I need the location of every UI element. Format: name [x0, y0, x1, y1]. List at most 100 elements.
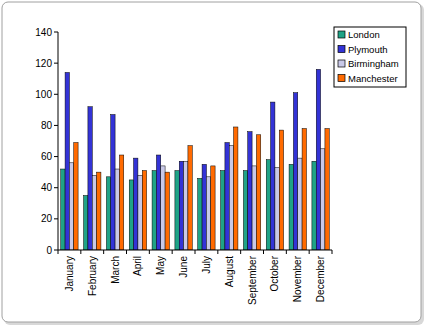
bar — [252, 166, 256, 250]
legend-label: Manchester — [348, 73, 398, 84]
x-tick-label: August — [224, 256, 235, 287]
bar — [175, 171, 179, 250]
bar — [293, 93, 297, 250]
bar — [179, 161, 183, 250]
y-tick-label: 60 — [41, 151, 53, 162]
bar — [302, 129, 306, 250]
bar — [161, 166, 165, 250]
x-tick-label: May — [155, 256, 166, 275]
bar — [211, 166, 215, 250]
x-tick — [263, 250, 264, 254]
x-tick-label: December — [315, 255, 326, 302]
bar — [142, 171, 146, 250]
y-tick — [54, 32, 58, 33]
bar — [229, 146, 233, 250]
bar — [92, 175, 96, 250]
bars — [61, 69, 330, 250]
x-tick — [149, 250, 150, 254]
x-tick-label: October — [269, 255, 280, 291]
chart: 020406080100120140JanuaryFebruaryMarchAp… — [0, 0, 427, 328]
y-tick-label: 20 — [41, 213, 53, 224]
bar — [321, 149, 325, 250]
bar — [312, 161, 316, 250]
x-tick — [126, 250, 127, 254]
y-tick — [54, 250, 58, 251]
x-tick — [309, 250, 310, 254]
bar — [138, 175, 142, 250]
x-tick-label: September — [247, 255, 258, 305]
bar — [206, 177, 210, 250]
x-tick-label: November — [292, 255, 303, 302]
x-tick — [286, 250, 287, 254]
x-tick-label: March — [110, 256, 121, 284]
legend-label: Birmingham — [348, 58, 399, 69]
x-tick — [172, 250, 173, 254]
y-tick-label: 120 — [35, 58, 52, 69]
x-tick-label: January — [64, 256, 75, 292]
frame — [2, 2, 421, 322]
bar — [289, 164, 293, 250]
x-tick-label: April — [132, 256, 143, 276]
y-tick — [54, 187, 58, 188]
bar — [119, 155, 123, 250]
x-tick-label: February — [87, 256, 98, 296]
bar — [69, 163, 73, 250]
legend-swatch — [338, 46, 345, 53]
x-tick — [58, 250, 59, 254]
bar — [325, 129, 329, 250]
bar — [152, 171, 156, 250]
legend-swatch — [338, 75, 345, 82]
x-tick — [332, 250, 333, 254]
bar — [134, 158, 138, 250]
legend-swatch — [338, 60, 345, 67]
bar — [188, 146, 192, 250]
bar — [198, 178, 202, 250]
bar — [225, 143, 229, 250]
x-tick — [103, 250, 104, 254]
y-tick-label: 100 — [35, 89, 52, 100]
bar — [234, 127, 238, 250]
bar — [256, 135, 260, 250]
bar — [97, 172, 101, 250]
bar — [61, 169, 65, 250]
x-tick-label: June — [178, 256, 189, 278]
bar — [111, 115, 115, 250]
y-tick — [54, 63, 58, 64]
x-tick — [195, 250, 196, 254]
y-axis — [58, 32, 59, 250]
legend-label: London — [348, 29, 380, 40]
x-tick — [80, 250, 81, 254]
y-tick-label: 80 — [41, 120, 53, 131]
bar — [271, 102, 275, 250]
bar — [165, 172, 169, 250]
bar — [156, 155, 160, 250]
legend-label: Plymouth — [348, 44, 388, 55]
bar — [202, 164, 206, 250]
legend-swatch — [338, 31, 345, 38]
bar — [279, 130, 283, 250]
x-tick-label: July — [201, 256, 212, 274]
y-tick — [54, 156, 58, 157]
bar — [275, 167, 279, 250]
y-tick — [54, 125, 58, 126]
bar — [248, 132, 252, 250]
bar — [316, 69, 320, 250]
bar — [74, 143, 78, 250]
x-tick — [217, 250, 218, 254]
bar — [298, 158, 302, 250]
y-tick-label: 140 — [35, 27, 52, 38]
bar — [221, 171, 225, 250]
legend-box — [334, 27, 406, 87]
bar — [115, 169, 119, 250]
bar — [106, 177, 110, 250]
bar — [184, 161, 188, 250]
y-tick — [54, 94, 58, 95]
bar — [129, 180, 133, 250]
bar — [243, 171, 247, 250]
bar — [266, 160, 270, 250]
y-tick — [54, 218, 58, 219]
y-tick-label: 0 — [46, 245, 52, 256]
bar — [88, 107, 92, 250]
x-tick — [240, 250, 241, 254]
bar — [84, 196, 88, 251]
